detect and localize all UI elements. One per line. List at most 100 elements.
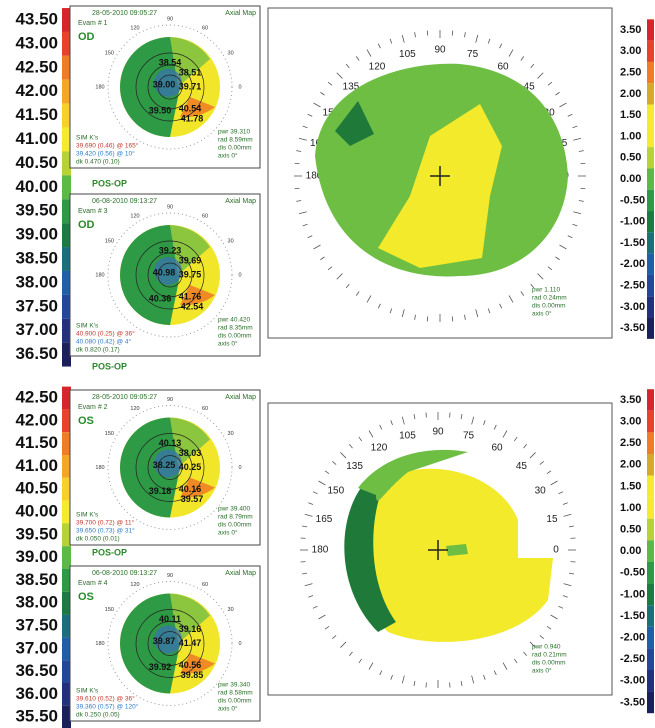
scale-label: 36.50	[15, 344, 58, 363]
exam-map: 28-05-2010 09:05:27Axial MapEvam # 1OD03…	[70, 6, 260, 168]
sim-label: SIM K's	[76, 135, 99, 142]
scale-label: 41.00	[15, 456, 58, 475]
exam-number: Evam # 4	[78, 580, 108, 587]
dial-angle: 105	[399, 49, 416, 60]
dial-angle: 30	[228, 50, 234, 56]
sim-k: dk 0.820 (0.17)	[76, 347, 120, 354]
scale-label: 3.50	[620, 24, 641, 36]
map-stat: rad 8.58mm	[218, 690, 253, 697]
dial-angle: 90	[434, 45, 446, 56]
dial-angle: 90	[167, 573, 173, 579]
sim-k: 40.080 (0.42) @ 4°	[76, 338, 131, 346]
scale-label: 36.50	[15, 661, 58, 680]
diff-stat: rad 0.24mm	[532, 295, 567, 302]
reading: 41.76	[179, 291, 202, 301]
dial-angle: 180	[95, 84, 104, 90]
scale-label: -2.50	[620, 280, 645, 292]
reading: 39.18	[149, 486, 172, 496]
reading: 41.47	[179, 638, 202, 648]
scale-label: 2.50	[620, 437, 641, 449]
reading: 40.98	[153, 267, 176, 277]
sim-k: 39.690 (0.46) @ 165°	[76, 142, 139, 150]
map-type: Axial Map	[225, 198, 256, 205]
scale-label: 3.50	[620, 394, 641, 406]
scale-label: 40.50	[15, 153, 58, 172]
map-stat: dis 0.00mm	[218, 522, 252, 529]
dial-angle: 30	[228, 238, 234, 244]
scale-label: -3.00	[620, 301, 645, 313]
map-stat: pwr 40.420	[218, 317, 251, 324]
exam-number: Evam # 3	[78, 208, 108, 215]
exam-map: 06-08-2010 09:13:27Axial MapEvam # 4OS03…	[70, 566, 260, 721]
map-stat: axis 0°	[218, 340, 238, 348]
reading: 40.11	[159, 614, 181, 624]
reading: 38.54	[159, 57, 182, 67]
scale-label: -0.50	[620, 567, 645, 579]
scale-swatch	[647, 62, 654, 83]
dial-angle: 60	[497, 62, 509, 73]
scale-label: -3.00	[620, 675, 645, 687]
scale-label: 38.50	[15, 248, 58, 267]
scale-swatch	[647, 168, 654, 189]
scale-label: 38.50	[15, 570, 58, 589]
reading: 40.16	[179, 484, 202, 494]
scale-swatch	[647, 83, 654, 104]
diff-stat: dis 0.00mm	[532, 660, 566, 667]
map-stat: dis 0.00mm	[218, 333, 252, 340]
scale-label: 37.00	[15, 638, 58, 657]
dial-angle: 15	[546, 514, 558, 525]
scale-label: 39.00	[15, 225, 58, 244]
scale-swatch	[647, 519, 654, 541]
sim-label: SIM K's	[76, 512, 99, 519]
scale-label: 38.00	[15, 272, 58, 291]
exam-number: Evam # 1	[78, 20, 108, 27]
sim-k: dk 0.250 (0.05)	[76, 712, 120, 719]
sim-label: SIM K's	[76, 688, 99, 695]
scale-label: 3.00	[620, 45, 641, 57]
map-stat: rad 8.35mm	[218, 325, 253, 332]
scale-swatch	[647, 605, 654, 627]
dial-angle: 60	[202, 214, 208, 220]
scale-swatch	[647, 476, 654, 498]
map-stat: axis 0°	[218, 529, 238, 537]
diff-stat: axis 0°	[532, 310, 552, 318]
scale-label: 42.00	[15, 81, 58, 100]
scale-label: 40.00	[15, 177, 58, 196]
sim-k: 39.610 (0.52) @ 36°	[76, 695, 135, 703]
sim-k: dk 0.470 (0.10)	[76, 159, 120, 166]
sim-k: 39.360 (0.57) @ 120°	[76, 703, 139, 711]
scale-swatch	[647, 562, 654, 584]
scale-label: 1.50	[620, 109, 641, 121]
reading: 39.69	[179, 255, 202, 265]
dial-angle: 60	[202, 26, 208, 32]
scale-label: 36.00	[15, 684, 58, 703]
reading: 39.71	[179, 81, 202, 91]
exam-footer: POS-OP	[92, 547, 127, 557]
scale-swatch	[647, 670, 654, 692]
dial-angle: 180	[95, 272, 104, 278]
dial-angle: 60	[491, 442, 503, 453]
scale-label: 2.00	[620, 88, 641, 100]
map-stat: axis 0°	[218, 152, 238, 160]
dial-angle: 30	[228, 431, 234, 437]
reading: 38.03	[179, 448, 202, 458]
eye: OD	[78, 219, 95, 231]
dial-angle: 150	[105, 50, 114, 56]
dial-angle: 165	[316, 514, 333, 525]
scale-label: 40.50	[15, 479, 58, 498]
scale-swatch	[647, 454, 654, 476]
scale-label: -1.50	[620, 237, 645, 249]
map-stat: rad 8.79mm	[218, 514, 253, 521]
scale-label: 41.50	[15, 105, 58, 124]
scale-swatch	[647, 389, 654, 411]
scale-swatch	[647, 275, 654, 296]
scale-label: -2.00	[620, 258, 645, 270]
dial-angle: 120	[130, 582, 139, 588]
sim-k: dk 0.050 (0.01)	[76, 536, 120, 543]
reading: 40.56	[179, 660, 202, 670]
reading: 39.85	[181, 670, 204, 680]
dial-angle: 180	[312, 545, 329, 556]
diff-stat: pwr 0.940	[532, 644, 561, 651]
sim-k: 40.900 (0.25) @ 36°	[76, 330, 135, 338]
reading: 42.54	[181, 301, 204, 311]
